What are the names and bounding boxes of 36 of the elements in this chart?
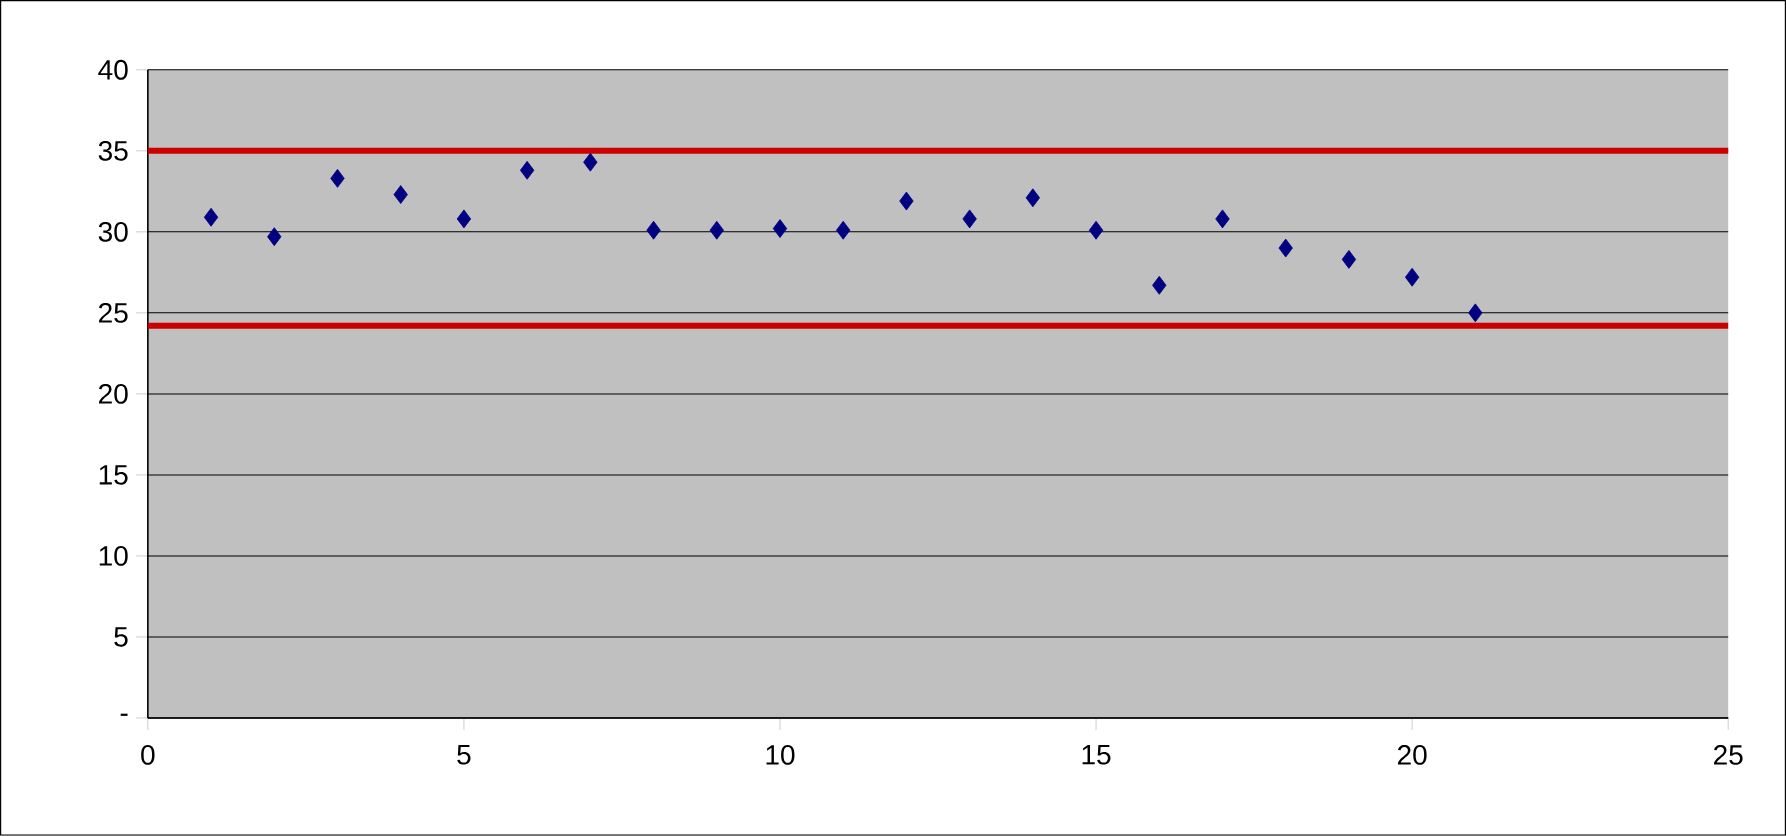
- point: [772, 219, 788, 239]
- x-tick-label: 25: [1714, 745, 1743, 765]
- point: [1152, 276, 1167, 295]
- y-tick-label: 30: [98, 222, 128, 242]
- point: [519, 160, 535, 180]
- point: [1341, 250, 1357, 269]
- y-tick-label: 15: [99, 465, 128, 485]
- y-tick-label: 20: [99, 384, 128, 404]
- y-tick-label: 35: [98, 141, 128, 161]
- point: [456, 209, 472, 229]
- point: [267, 227, 282, 247]
- x-tick-label: 5: [457, 745, 471, 765]
- point: [836, 220, 851, 240]
- point: [1025, 188, 1040, 208]
- point: [583, 152, 598, 172]
- x-tick-label: 10: [766, 745, 795, 765]
- y-tick-label: -: [120, 713, 128, 716]
- point: [1215, 209, 1230, 229]
- x-tick-label: 0: [141, 745, 155, 765]
- x-tick-label: 15: [1082, 745, 1111, 765]
- y-tick-label: 25: [99, 303, 128, 323]
- point: [1088, 220, 1104, 240]
- y-tick-label: 5: [114, 627, 128, 647]
- point: [1468, 303, 1483, 323]
- point: [393, 185, 408, 205]
- point: [330, 169, 345, 188]
- point: [646, 220, 661, 240]
- y-tick-label: 40: [98, 59, 128, 80]
- point: [899, 191, 914, 211]
- x-tick-label: 20: [1397, 745, 1427, 765]
- point: [962, 209, 977, 229]
- point: [203, 207, 219, 227]
- point: [709, 220, 724, 240]
- point: [1278, 238, 1293, 258]
- y-tick-label: 10: [99, 546, 128, 566]
- point: [1404, 267, 1420, 287]
